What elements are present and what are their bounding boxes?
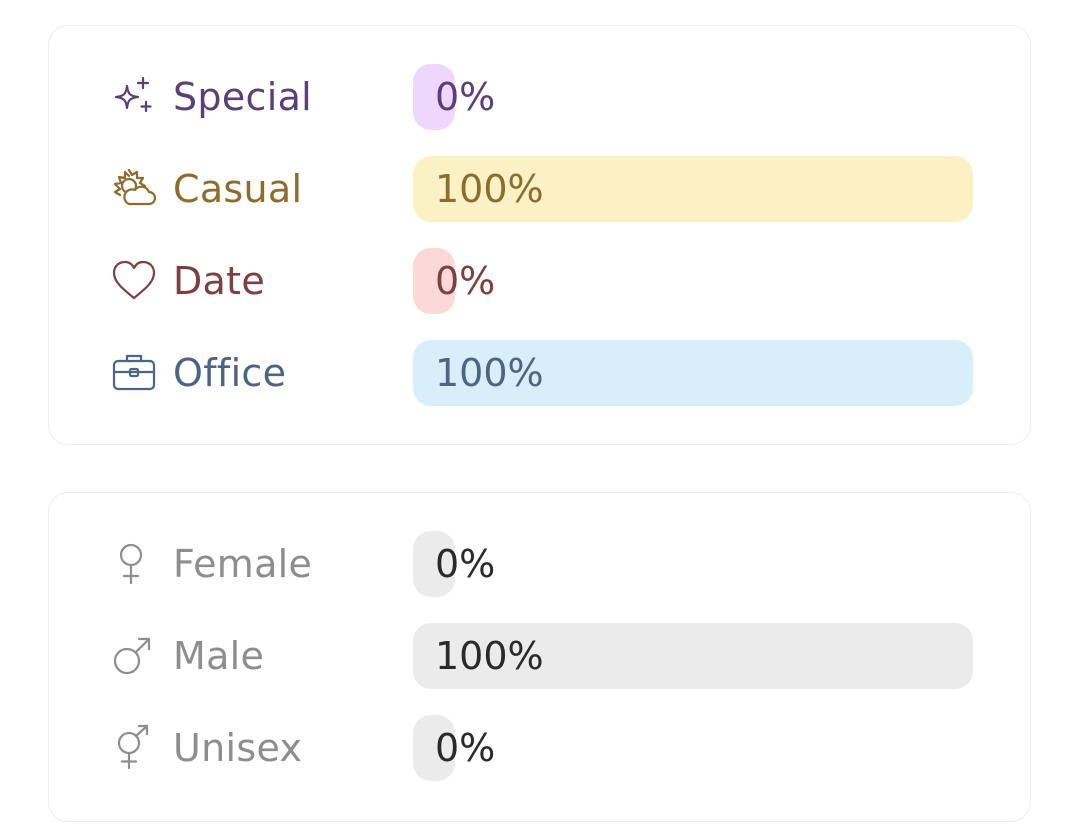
occasion-bar-special: 0% [413,64,973,130]
male-icon [109,630,161,682]
gender-row-female: Female 0% [109,531,975,597]
occasion-percent: 100% [435,167,544,211]
occasion-bar-fill [413,248,455,314]
gender-label-male: Male [109,623,409,689]
occasion-label-date: Date [109,248,409,314]
gender-label-unisex: Unisex [109,715,409,781]
gender-label-female: Female [109,531,409,597]
occasion-row-casual: Casual 100% [109,156,975,222]
occasion-bar-fill [413,156,973,222]
gender-card: Female 0% Male 100% [48,492,1031,822]
gender-bar-unisex: 0% [413,715,973,781]
occasion-bar-casual: 100% [413,156,973,222]
gender-label-text: Unisex [173,726,303,770]
occasion-label-text: Special [173,75,313,119]
occasion-label-office: Office [109,340,409,406]
gender-bar-female: 0% [413,531,973,597]
female-icon [109,538,161,590]
occasion-card: Special 0% Casual 100% [48,25,1031,445]
gender-bar-fill [413,623,973,689]
occasion-percent: 0% [435,75,496,119]
occasion-bar-fill [413,340,973,406]
occasion-bar-date: 0% [413,248,973,314]
occasion-label-text: Office [173,351,287,395]
heart-icon [109,255,161,307]
gender-percent: 0% [435,542,496,586]
gender-bar-fill [413,715,455,781]
occasion-row-office: Office 100% [109,340,975,406]
occasion-bar-office: 100% [413,340,973,406]
sun-cloud-icon [109,163,161,215]
unisex-icon [109,722,161,774]
briefcase-icon [109,347,161,399]
gender-label-text: Female [173,542,313,586]
occasion-bar-fill [413,64,455,130]
sparkles-icon [109,71,161,123]
occasion-percent: 0% [435,259,496,303]
gender-bar-male: 100% [413,623,973,689]
gender-row-unisex: Unisex 0% [109,715,975,781]
occasion-row-date: Date 0% [109,248,975,314]
gender-percent: 100% [435,634,544,678]
occasion-label-text: Date [173,259,266,303]
gender-label-text: Male [173,634,265,678]
occasion-label-text: Casual [173,167,303,211]
occasion-label-special: Special [109,64,409,130]
occasion-row-special: Special 0% [109,64,975,130]
gender-percent: 0% [435,726,496,770]
occasion-label-casual: Casual [109,156,409,222]
gender-bar-fill [413,531,455,597]
occasion-percent: 100% [435,351,544,395]
gender-row-male: Male 100% [109,623,975,689]
